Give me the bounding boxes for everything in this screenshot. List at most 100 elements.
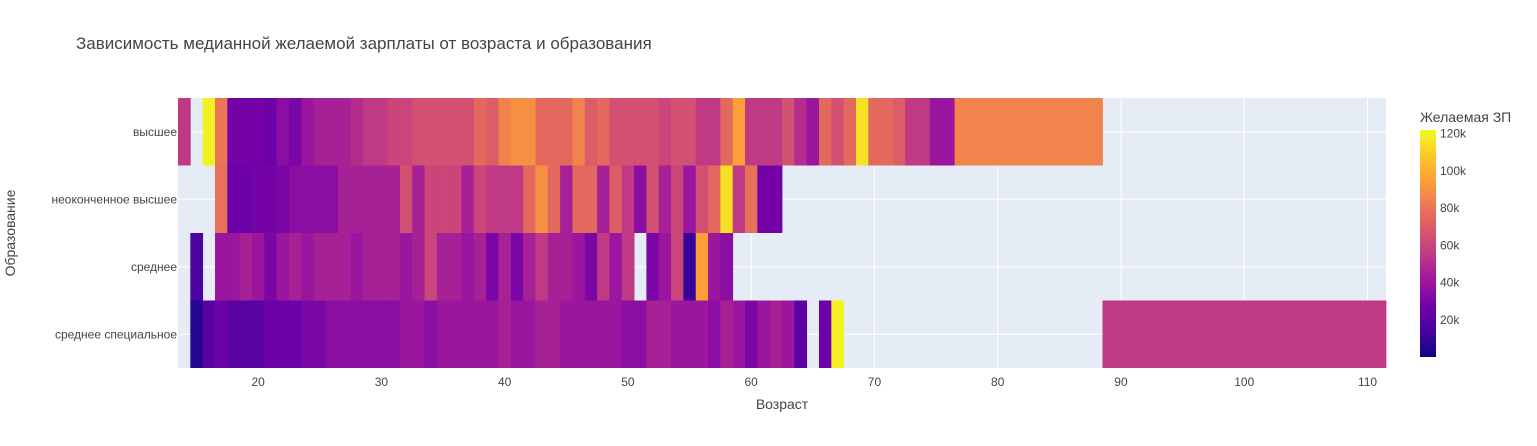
heatmap-cell[interactable] — [301, 300, 314, 369]
heatmap-cell[interactable] — [473, 300, 487, 369]
heatmap-cell[interactable] — [214, 165, 228, 234]
heatmap-cell[interactable] — [510, 233, 524, 301]
heatmap-cell[interactable] — [251, 300, 265, 369]
heatmap-cell[interactable] — [313, 233, 327, 301]
heatmap-cell[interactable] — [276, 165, 290, 234]
heatmap-cell[interactable] — [178, 98, 191, 166]
heatmap-cell[interactable] — [769, 300, 783, 369]
heatmap-cell[interactable] — [609, 165, 623, 234]
heatmap-cell[interactable] — [449, 165, 462, 234]
heatmap-cell[interactable] — [461, 300, 475, 369]
heatmap-cell[interactable] — [634, 165, 647, 234]
heatmap-cell[interactable] — [510, 98, 524, 166]
heatmap-cell[interactable] — [461, 233, 475, 301]
heatmap-cell[interactable] — [288, 233, 302, 301]
heatmap-cell[interactable] — [412, 165, 425, 234]
heatmap-cell[interactable] — [818, 300, 832, 369]
heatmap-cell[interactable] — [523, 98, 536, 166]
heatmap-cell[interactable] — [498, 98, 512, 166]
heatmap-cell[interactable] — [597, 233, 610, 301]
heatmap-cell[interactable] — [473, 165, 487, 234]
heatmap-cell[interactable] — [375, 300, 388, 369]
heatmap-cell[interactable] — [202, 98, 216, 166]
heatmap-cell[interactable] — [424, 98, 438, 166]
heatmap-cell[interactable] — [671, 233, 684, 301]
heatmap-cell[interactable] — [929, 98, 943, 166]
heatmap-cell[interactable] — [399, 165, 413, 234]
heatmap-cell[interactable] — [214, 233, 228, 301]
heatmap-cell[interactable] — [535, 233, 549, 301]
heatmap-cell[interactable] — [646, 165, 660, 234]
heatmap-cell[interactable] — [301, 165, 314, 234]
heatmap-cell[interactable] — [239, 165, 253, 234]
heatmap-cell[interactable] — [239, 98, 253, 166]
heatmap-cell[interactable] — [436, 165, 450, 234]
heatmap-cell[interactable] — [658, 165, 672, 234]
heatmap-cell[interactable] — [449, 233, 462, 301]
heatmap-cell[interactable] — [350, 233, 364, 301]
heatmap-cell[interactable] — [880, 98, 894, 166]
heatmap-cell[interactable] — [917, 98, 931, 166]
heatmap-cell[interactable] — [436, 98, 450, 166]
heatmap-cell[interactable] — [288, 165, 302, 234]
heatmap-cell[interactable] — [190, 233, 204, 301]
heatmap-cell[interactable] — [227, 300, 241, 369]
heatmap-cell[interactable] — [387, 300, 401, 369]
heatmap-cell[interactable] — [338, 165, 351, 234]
heatmap-cell[interactable] — [498, 165, 512, 234]
heatmap-cell[interactable] — [818, 98, 832, 166]
heatmap-cell[interactable] — [498, 233, 512, 301]
heatmap-cell[interactable] — [338, 233, 351, 301]
heatmap-cell[interactable] — [486, 300, 499, 369]
heatmap-cell[interactable] — [695, 233, 709, 301]
heatmap-cell[interactable] — [745, 165, 758, 234]
heatmap-cell[interactable] — [338, 98, 351, 166]
heatmap-cell[interactable] — [683, 165, 697, 234]
heatmap-cell[interactable] — [757, 300, 771, 369]
heatmap-cell[interactable] — [535, 300, 549, 369]
heatmap-cell[interactable] — [597, 165, 610, 234]
heatmap-cell[interactable] — [486, 165, 499, 234]
heatmap-cell[interactable] — [560, 233, 573, 301]
heatmap-cell[interactable] — [646, 233, 660, 301]
heatmap-cell[interactable] — [757, 165, 771, 234]
heatmap-cell[interactable] — [412, 98, 425, 166]
heatmap-cell[interactable] — [461, 165, 475, 234]
heatmap-cell[interactable] — [572, 300, 586, 369]
heatmap-cell[interactable] — [214, 300, 228, 369]
heatmap-cell[interactable] — [621, 98, 635, 166]
heatmap-cell[interactable] — [498, 300, 512, 369]
heatmap-cell[interactable] — [757, 98, 771, 166]
heatmap-cell[interactable] — [855, 98, 869, 166]
heatmap-cell[interactable] — [560, 165, 573, 234]
heatmap-cell[interactable] — [658, 300, 672, 369]
heatmap-cell[interactable] — [609, 233, 623, 301]
heatmap-cell[interactable] — [276, 98, 290, 166]
heatmap-cell[interactable] — [375, 165, 388, 234]
heatmap-cell[interactable] — [523, 165, 536, 234]
heatmap-cell[interactable] — [202, 300, 216, 369]
heatmap-cell[interactable] — [634, 300, 647, 369]
heatmap-cell[interactable] — [214, 98, 228, 166]
heatmap-cell[interactable] — [436, 300, 450, 369]
heatmap-cell[interactable] — [313, 165, 327, 234]
heatmap-cell[interactable] — [227, 165, 241, 234]
heatmap-cell[interactable] — [510, 300, 524, 369]
heatmap-cell[interactable] — [276, 300, 290, 369]
heatmap-cell[interactable] — [671, 98, 684, 166]
heatmap-cell[interactable] — [264, 98, 278, 166]
heatmap-cell[interactable] — [572, 98, 586, 166]
heatmap-cell[interactable] — [572, 165, 586, 234]
heatmap-cell[interactable] — [301, 98, 314, 166]
heatmap-cell[interactable] — [387, 165, 401, 234]
heatmap-cell[interactable] — [695, 98, 709, 166]
heatmap-cell[interactable] — [239, 233, 253, 301]
heatmap-cell[interactable] — [794, 98, 808, 166]
heatmap-cell[interactable] — [683, 233, 697, 301]
heatmap-cell[interactable] — [461, 98, 475, 166]
heatmap-cell[interactable] — [720, 98, 734, 166]
heatmap-cell[interactable] — [708, 165, 721, 234]
heatmap-cell[interactable] — [720, 165, 734, 234]
heatmap-cell[interactable] — [708, 300, 721, 369]
heatmap-cell[interactable] — [288, 98, 302, 166]
